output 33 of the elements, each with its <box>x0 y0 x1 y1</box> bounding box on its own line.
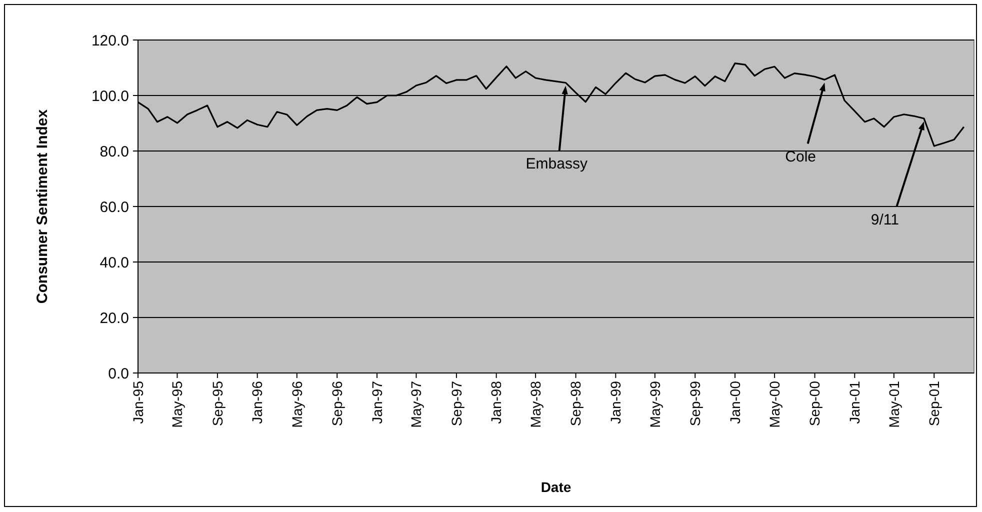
x-tick-label: Jan-97 <box>368 380 385 424</box>
x-tick-label: May-98 <box>527 380 544 428</box>
x-axis-title: Date <box>540 479 572 495</box>
x-tick-label: Sep-01 <box>926 380 942 426</box>
x-tick-label: May-99 <box>646 380 663 428</box>
x-tick-label: May-97 <box>408 380 424 428</box>
x-tick-label: Sep-97 <box>448 380 464 426</box>
x-tick-label: Jan-96 <box>249 380 266 424</box>
y-tick-label: 120.0 <box>91 32 129 50</box>
y-tick-label: 0.0 <box>108 365 129 382</box>
y-tick-label: 40.0 <box>100 254 129 272</box>
y-axis-title: Consumer Sentiment Index <box>34 108 51 304</box>
x-tick-label: May-95 <box>169 380 186 428</box>
x-tick-label: Jan-98 <box>488 380 504 424</box>
x-tick-label: Jan-00 <box>726 380 743 424</box>
annotation: Embassy <box>526 156 588 173</box>
x-tick-label: Jan-95 <box>130 380 146 424</box>
x-tick-label: Sep-00 <box>806 380 823 426</box>
annotation: Cole <box>785 148 816 166</box>
y-tick-label: 100.0 <box>91 88 129 105</box>
x-tick-label: Jan-01 <box>846 380 863 424</box>
y-tick-label: 60.0 <box>100 198 129 216</box>
x-tick-label: May-01 <box>886 380 902 428</box>
y-tick-label: 80.0 <box>100 143 129 160</box>
x-tick-label: Sep-96 <box>329 380 346 426</box>
x-tick-label: Sep-99 <box>687 380 704 426</box>
x-tick-label: Sep-95 <box>209 380 226 426</box>
x-tick-label: Jan-99 <box>608 380 624 424</box>
x-tick-label: May-96 <box>288 380 305 428</box>
x-tick-label: May-00 <box>766 380 782 428</box>
annotation: 9/11 <box>870 212 900 229</box>
y-tick-label: 20.0 <box>100 310 129 327</box>
x-tick-label: Sep-98 <box>568 380 584 426</box>
